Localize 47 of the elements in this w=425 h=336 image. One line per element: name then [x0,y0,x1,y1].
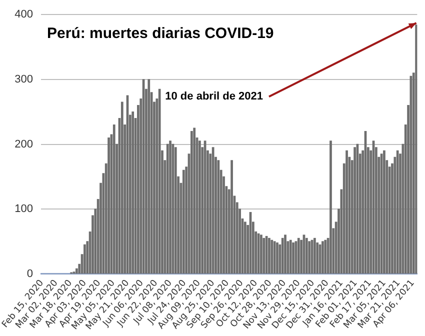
bar [120,102,124,274]
bar [396,150,399,274]
bar [148,79,150,274]
bar [354,147,356,274]
bar [166,144,169,274]
bar [182,170,185,274]
bar [322,241,324,274]
bar [289,240,292,274]
bar [383,150,386,274]
bar [76,268,78,274]
y-tick-label: 100 [14,203,34,216]
annotation: 10 de abril de 2021 [165,90,263,103]
bar [198,140,201,274]
bar [262,238,266,274]
bar [346,150,348,274]
bar [268,238,270,274]
bar [193,128,196,274]
bar [108,137,110,274]
bar [84,244,86,274]
y-tick-label: 200 [14,138,34,150]
bar [132,112,134,274]
bar [297,238,300,274]
bar [174,147,177,274]
bar [305,238,308,274]
bar [217,160,220,274]
bar [330,140,332,274]
bar [324,240,327,274]
bar [112,124,116,274]
bar [158,88,161,274]
bar [281,238,284,274]
bar [273,241,276,274]
text: Perú: muertes diarias COVID-19 [47,25,274,42]
bar [292,242,294,274]
bar [308,241,311,274]
bar [244,222,246,274]
bar [169,140,172,274]
bar [270,240,274,274]
bar [284,234,286,274]
y-tick-label: 400 [14,8,34,21]
y-tick-label: 0 [26,268,34,280]
bar [230,160,233,274]
y-tick-label: 300 [14,73,34,86]
bar [276,242,278,274]
bar [314,238,316,274]
bar [316,242,319,274]
bar [190,130,193,274]
bar [260,234,262,274]
